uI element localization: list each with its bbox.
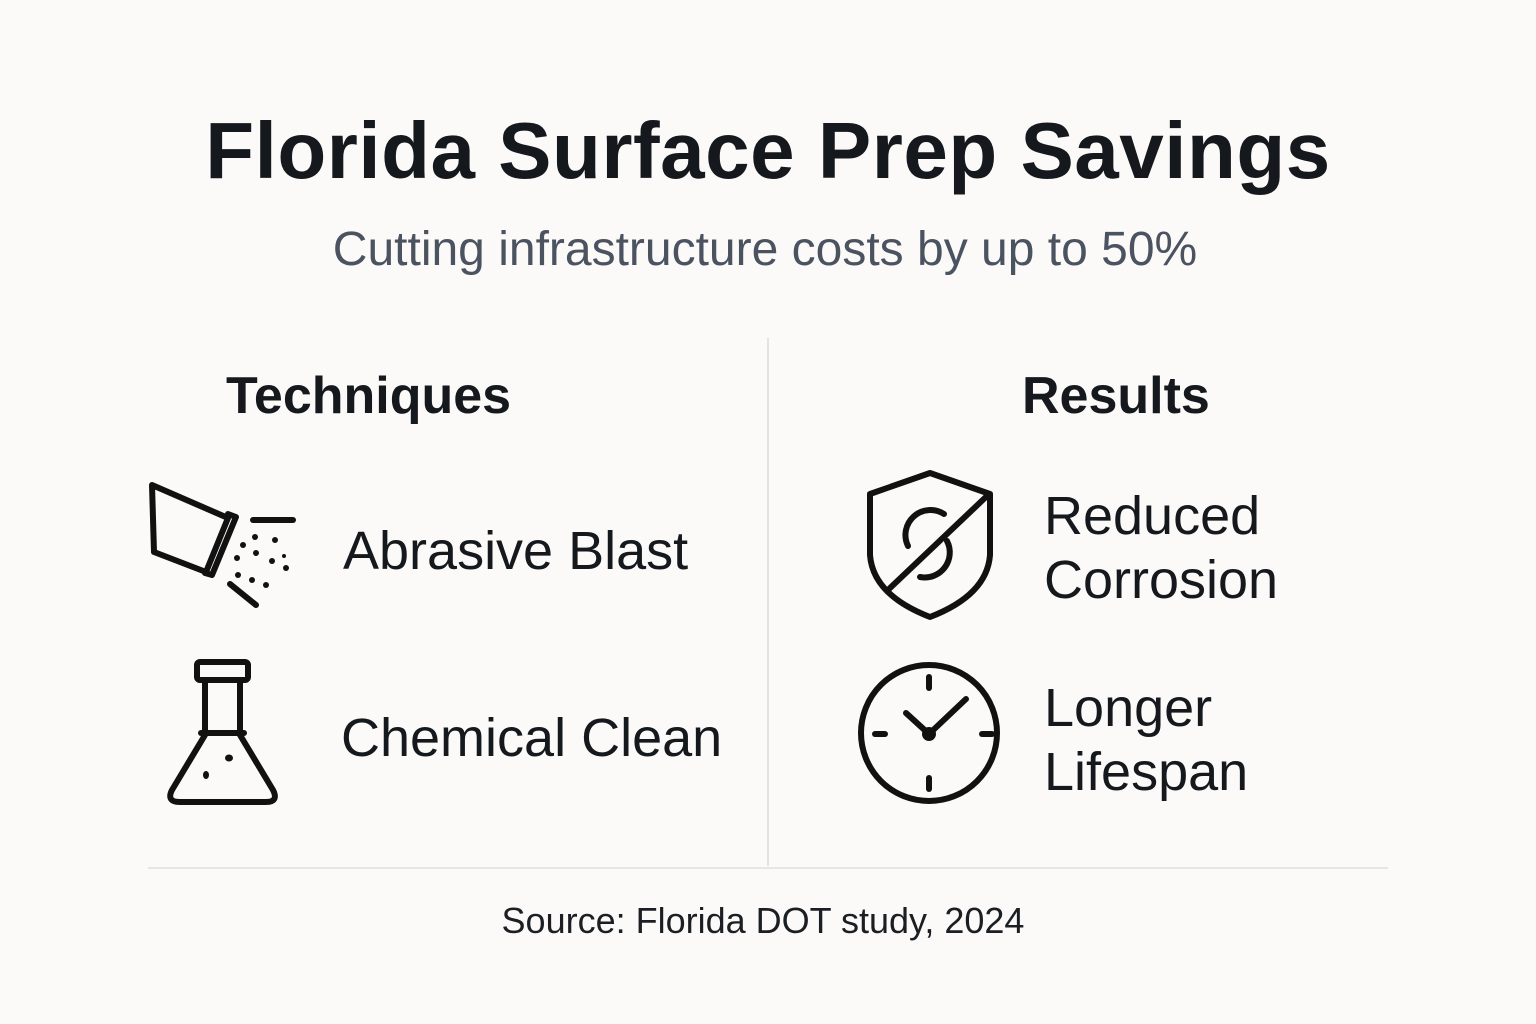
shield-no-corrosion-icon <box>867 470 993 620</box>
result-line: Lifespan <box>1044 742 1249 802</box>
clock-icon <box>858 662 1000 804</box>
result-reduced-corrosion: Reduced Corrosion <box>1044 484 1278 612</box>
result-longer-lifespan: Longer Lifespan <box>1044 676 1248 804</box>
result-line: Reduced <box>1044 486 1261 546</box>
results-heading: Results <box>1022 367 1210 425</box>
column-divider <box>767 338 769 866</box>
footer-divider <box>148 867 1388 869</box>
page-title: Florida Surface Prep Savings <box>205 106 1331 195</box>
techniques-heading: Techniques <box>226 367 512 425</box>
subtitle: Cutting infrastructure costs by up to 50… <box>332 223 1198 276</box>
source-note: Source: Florida DOT study, 2024 <box>501 900 1025 941</box>
result-line: Corrosion <box>1044 550 1279 610</box>
abrasive-blast-icon <box>149 482 296 608</box>
flask-icon <box>167 659 278 805</box>
technique-abrasive-blast: Abrasive Blast <box>343 521 689 581</box>
result-line: Longer <box>1044 678 1213 738</box>
technique-chemical-clean: Chemical Clean <box>341 708 723 768</box>
